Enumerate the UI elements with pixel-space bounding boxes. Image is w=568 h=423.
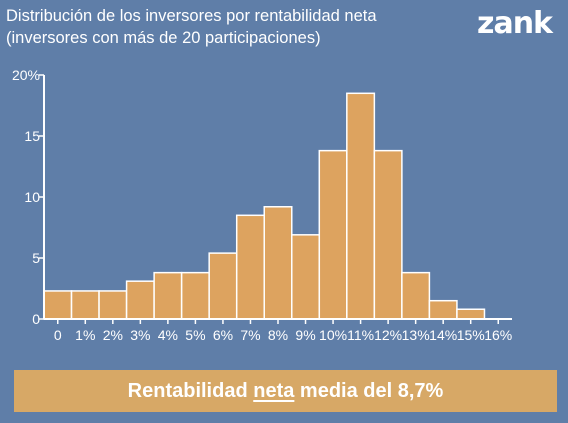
x-tick-label: 7%: [240, 327, 260, 343]
x-tick-label: 2%: [103, 327, 123, 343]
title-line-2: (inversores con más de 20 participacione…: [6, 29, 321, 47]
histogram-bar: [235, 214, 265, 320]
x-tick-label: 16%: [484, 327, 512, 343]
histogram-bar: [346, 92, 376, 320]
histogram-bar: [401, 271, 431, 320]
summary-banner: Rentabilidad neta media del 8,7%: [14, 370, 557, 412]
y-tick-label: 5: [32, 250, 40, 266]
y-tick-label: 20%: [12, 67, 40, 83]
y-tick-label: 10: [24, 189, 40, 205]
x-tick-label: 11%: [347, 327, 374, 343]
x-ticks-group: 0 1% 2% 3% 4% 5% 6% 7% 8% 9% 10% 11% 12% 13% 14% 15% 16%: [54, 319, 512, 343]
histogram-bar: [456, 308, 486, 320]
x-tick-label: 13%: [402, 327, 430, 343]
y-tick-label: 0: [32, 311, 40, 327]
histogram-bar: [70, 290, 100, 320]
histogram-bar: [291, 234, 321, 320]
histogram-bar: [373, 149, 403, 320]
banner-prefix: Rentabilidad: [127, 379, 248, 402]
x-tick-label: 3%: [130, 327, 150, 343]
histogram-bar: [428, 299, 458, 320]
x-tick-label: 8%: [268, 327, 288, 343]
x-tick-label: 14%: [429, 327, 457, 343]
x-tick-label: 6%: [213, 327, 233, 343]
x-tick-label: 12%: [374, 327, 402, 343]
bars-group: [43, 92, 486, 320]
histogram-bar: [153, 271, 183, 320]
histogram-bar: [125, 280, 155, 320]
x-tick-label: 1%: [75, 327, 95, 343]
x-tick-label: 15%: [457, 327, 485, 343]
banner-emphasis: neta: [253, 379, 295, 402]
banner-suffix: media del 8,7%: [299, 379, 444, 402]
zank-logo: zank: [476, 6, 553, 41]
x-tick-label: 5%: [185, 327, 205, 343]
histogram-bar: [208, 252, 238, 320]
histogram-chart: 0 5 10 15 20% 0 1% 2% 3% 4% 5% 6% 7% 8% 9% 10% 11% 12% 13…: [12, 67, 512, 343]
y-ticks-group: 0 5 10 15 20%: [12, 67, 44, 327]
x-tick-label: 9%: [295, 327, 315, 343]
histogram-bar: [318, 149, 348, 320]
title-line-1: Distribución de los inversores por renta…: [6, 7, 377, 25]
x-tick-label: 0: [54, 327, 62, 343]
histogram-bar: [98, 290, 128, 320]
histogram-bar: [43, 290, 73, 320]
x-tick-label: 10%: [319, 327, 347, 343]
y-tick-label: 15: [24, 128, 40, 144]
x-tick-label: 4%: [158, 327, 178, 343]
chart-title: Distribución de los inversores por renta…: [6, 5, 377, 49]
histogram-bar: [263, 206, 293, 320]
histogram-bar: [180, 271, 210, 320]
